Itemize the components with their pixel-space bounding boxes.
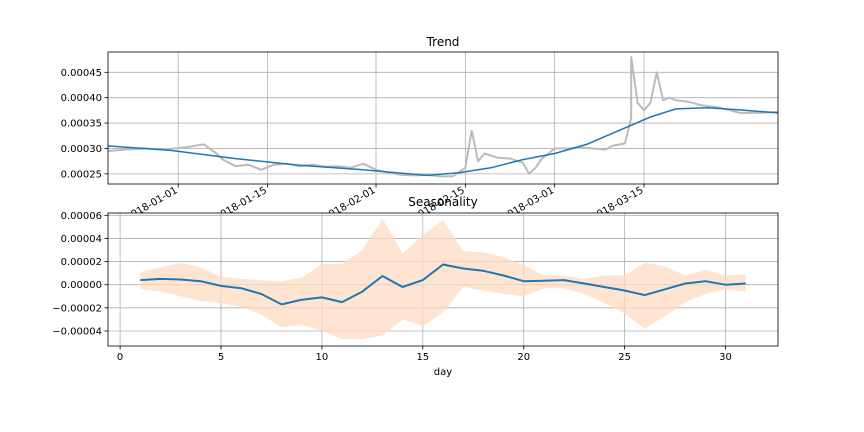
x-tick-label: 10	[316, 352, 329, 363]
y-tick-label: 0.00025	[61, 169, 102, 180]
trend-series-line	[108, 107, 778, 177]
x-tick-label: 15	[416, 352, 429, 363]
plot-area	[108, 52, 778, 184]
axes-frame	[107, 51, 779, 185]
plot-layer	[140, 218, 746, 340]
x-tick-label: 25	[618, 352, 631, 363]
uncertainty-band	[140, 218, 746, 340]
y-tick-label: 0.00035	[61, 119, 102, 130]
y-tick-label: 0.00000	[61, 280, 102, 291]
axes-frame	[107, 212, 779, 347]
raw-series-line	[108, 56, 778, 178]
y-tick-label: 0.00045	[61, 68, 102, 79]
seasonality-title: Seasonality	[408, 195, 477, 209]
y-tick-label: −0.00004	[52, 326, 102, 337]
seasonality-axes: −0.00004 −0.00002 0.00000 0.00002 0.00004 0.0…	[52, 195, 779, 378]
y-tick-label: 0.00006	[61, 211, 102, 222]
x-tick-label: 0	[117, 352, 123, 363]
plot-layer	[108, 56, 778, 178]
x-tick-label: 20	[517, 352, 530, 363]
x-tick-label: 5	[218, 352, 224, 363]
trend-title: Trend	[426, 35, 460, 49]
y-tick-label: 0.00004	[61, 234, 102, 245]
x-axis-label: day	[434, 367, 452, 378]
seasonality-series-line	[140, 263, 746, 306]
y-tick-label: 0.00030	[61, 144, 102, 155]
x-tick-label: 30	[719, 352, 732, 363]
y-tick-label: −0.00002	[52, 303, 102, 314]
y-tick-label: 0.00040	[61, 93, 102, 104]
y-tick-label: 0.00002	[61, 257, 102, 268]
